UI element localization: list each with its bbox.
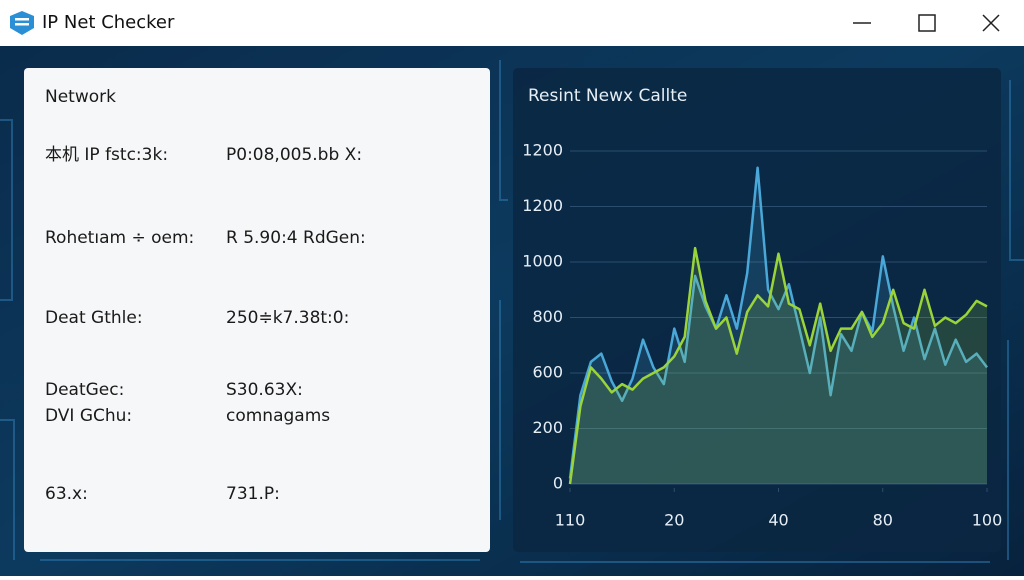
y-tick-label: 1200 — [522, 196, 563, 215]
chart-panel — [513, 68, 1001, 552]
series-line — [568, 246, 988, 485]
field-value: 250≑k7.38t:0: — [226, 308, 349, 328]
y-tick-label: 800 — [532, 307, 563, 326]
x-tick-label: 110 — [555, 511, 586, 530]
chart-title: Resint Newx Callte — [528, 86, 687, 106]
field-value: comnagams — [226, 406, 330, 426]
network-panel: Network 本机 IP fstc:3k: P0:08,005.bb X: Roh… — [24, 68, 490, 552]
x-tick-label: 20 — [664, 511, 684, 530]
y-tick-label: 0 — [553, 474, 563, 493]
panel-title: Network — [45, 87, 116, 107]
field-label: Rohetıam ÷ oem: — [45, 228, 194, 248]
series-area — [570, 248, 987, 484]
y-tick-label: 1200 — [522, 141, 563, 160]
field-value: P0:08,005.bb X: — [226, 145, 362, 165]
field-label: DeatGec: — [45, 380, 124, 400]
x-tick-label: 100 — [972, 511, 1003, 530]
circuit-decoration — [0, 60, 1024, 563]
y-tick-label: 600 — [532, 363, 563, 382]
panel-card — [24, 68, 490, 552]
field-value: R 5.90:4 RdGen: — [226, 228, 366, 248]
field-label: DVI GChu: — [45, 406, 132, 426]
field-label: 本机 IP fstc:3k: — [45, 145, 168, 165]
maximize-button[interactable] — [918, 14, 936, 32]
field-value: 731.P: — [226, 484, 280, 504]
window-title: IP Net Checker — [42, 12, 175, 33]
y-tick-label: 200 — [532, 418, 563, 437]
field-value: S30.63X: — [226, 380, 303, 400]
y-tick-label: 1000 — [522, 252, 563, 271]
x-tick-label: 80 — [873, 511, 893, 530]
close-button[interactable] — [982, 14, 1000, 32]
series-area — [570, 167, 987, 484]
app-icon — [10, 11, 34, 35]
field-label: 63.x: — [45, 484, 88, 504]
x-tick-label: 40 — [768, 511, 788, 530]
field-label: Deat Gthle: — [45, 308, 143, 328]
series-line — [568, 166, 988, 479]
